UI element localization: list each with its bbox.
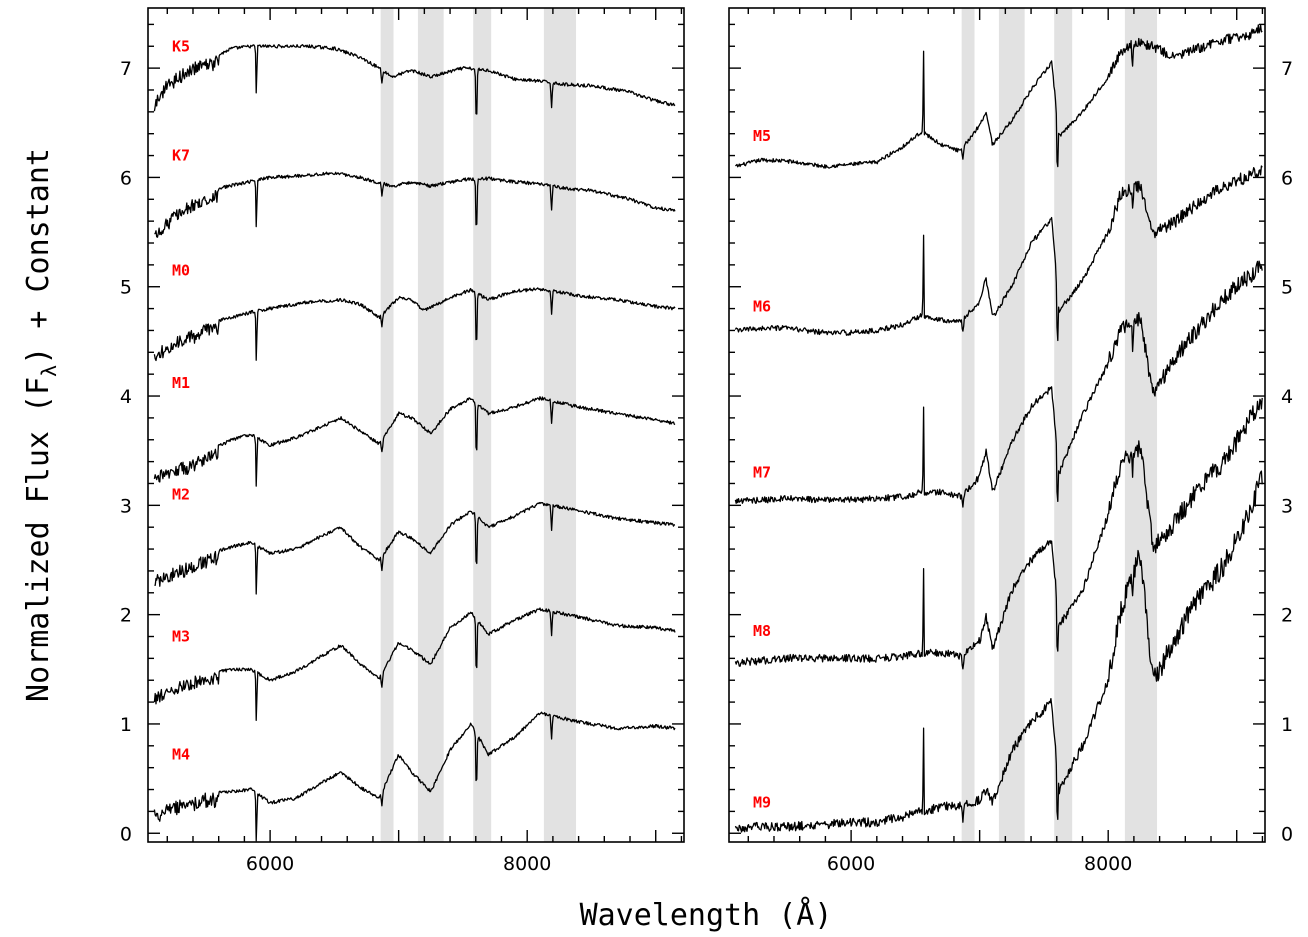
spectrum-m6 xyxy=(734,165,1263,342)
left-panel: K5 K7 M0 M1 M2 M3 M4 6000 8000 0 1 2 3 4 5 6 7 xyxy=(120,7,685,875)
y-tick-label: 2 xyxy=(120,605,132,627)
spectrum-m1 xyxy=(153,396,676,487)
telluric-band xyxy=(380,8,394,842)
spectrum-k5 xyxy=(153,44,676,115)
spectral-type-label: K5 xyxy=(172,37,190,55)
x-tick-label: 6000 xyxy=(827,853,875,875)
telluric-band xyxy=(1124,8,1158,842)
x-tick-label: 6000 xyxy=(246,853,294,875)
x-tick-label: 8000 xyxy=(503,853,551,875)
spectral-type-label: M9 xyxy=(753,794,771,812)
spectrum-m8 xyxy=(734,397,1263,670)
plot-frame xyxy=(728,7,1266,843)
spectral-type-label: M1 xyxy=(172,374,190,392)
plot-frame xyxy=(147,7,685,843)
telluric-band xyxy=(543,8,577,842)
x-tick-label: 8000 xyxy=(1084,853,1132,875)
y-tick-label: 3 xyxy=(120,495,132,517)
y-tick-label: 4 xyxy=(120,386,132,408)
spectrum-m5 xyxy=(734,24,1263,169)
spectral-type-label: M6 xyxy=(753,297,771,315)
spectrum-m3 xyxy=(153,607,676,722)
y-tick-label: 6 xyxy=(120,167,132,189)
spectrum-m0 xyxy=(153,287,676,362)
y-tick-label: 4 xyxy=(1281,386,1293,408)
spectral-type-label: M5 xyxy=(753,127,771,145)
telluric-band xyxy=(961,8,975,842)
y-tick-label: 7 xyxy=(1281,58,1293,80)
y-tick-label: 2 xyxy=(1281,605,1293,627)
y-axis-title: Normalized Flux (Fλ) + Constant xyxy=(21,148,61,702)
y-tick-label: 5 xyxy=(1281,277,1293,299)
y-axis-title-subscript: λ xyxy=(37,365,61,377)
y-tick-label: 1 xyxy=(1281,714,1293,736)
spectral-type-label: M3 xyxy=(172,628,190,646)
y-tick-label: 6 xyxy=(1281,167,1293,189)
spectral-type-label: M2 xyxy=(172,485,190,503)
y-tick-label: 0 xyxy=(1281,823,1293,845)
y-tick-label: 1 xyxy=(120,714,132,736)
spectrum-m7 xyxy=(734,260,1263,508)
right-panel: M5 M6 M7 M8 M9 6000 8000 0 1 2 3 4 5 6 7 xyxy=(728,7,1293,875)
spectral-type-label: M8 xyxy=(753,622,771,640)
y-tick-label: 0 xyxy=(120,823,132,845)
spectral-type-label: M4 xyxy=(172,746,190,764)
y-tick-label: 5 xyxy=(120,277,132,299)
spectrum-k7 xyxy=(154,171,676,238)
y-tick-label: 7 xyxy=(120,58,132,80)
spectral-type-label: M7 xyxy=(753,464,771,482)
spectrum-m9 xyxy=(734,470,1263,833)
spectrum-m2 xyxy=(154,501,676,595)
spectrum-m4 xyxy=(153,711,676,842)
spectral-type-label: K7 xyxy=(172,147,190,165)
x-axis-title: Wavelength (Å) xyxy=(580,897,833,933)
spectral-type-label: M0 xyxy=(172,261,190,279)
y-tick-label: 3 xyxy=(1281,495,1293,517)
